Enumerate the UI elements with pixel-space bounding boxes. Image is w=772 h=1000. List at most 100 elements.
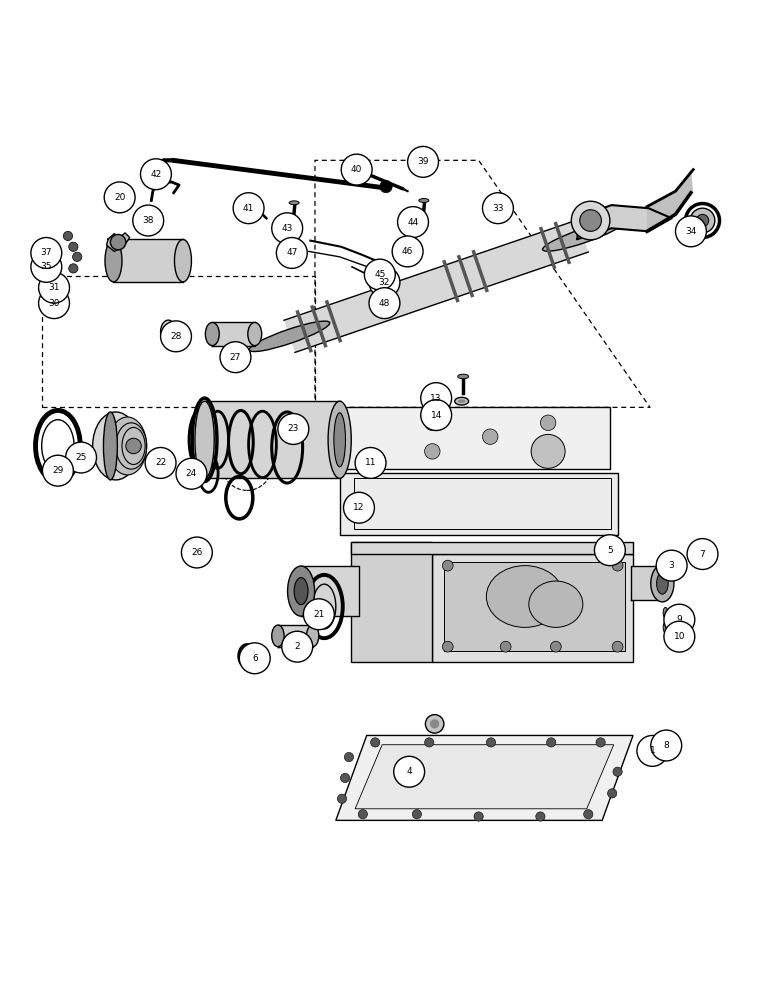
Circle shape bbox=[239, 643, 270, 674]
Circle shape bbox=[380, 180, 392, 193]
Text: 33: 33 bbox=[493, 204, 503, 213]
Circle shape bbox=[612, 641, 623, 652]
Text: 38: 38 bbox=[143, 216, 154, 225]
Ellipse shape bbox=[122, 427, 145, 464]
Circle shape bbox=[340, 773, 350, 783]
Circle shape bbox=[664, 621, 695, 652]
Circle shape bbox=[234, 201, 248, 215]
Circle shape bbox=[425, 738, 434, 747]
Text: 27: 27 bbox=[230, 353, 241, 362]
Ellipse shape bbox=[529, 581, 583, 627]
Circle shape bbox=[303, 599, 334, 630]
Text: 34: 34 bbox=[686, 227, 696, 236]
Text: 40: 40 bbox=[351, 165, 362, 174]
Polygon shape bbox=[351, 542, 432, 662]
Text: 22: 22 bbox=[155, 458, 166, 467]
Ellipse shape bbox=[108, 417, 147, 475]
Ellipse shape bbox=[334, 413, 345, 467]
Text: 11: 11 bbox=[365, 458, 376, 467]
Ellipse shape bbox=[116, 423, 147, 469]
Circle shape bbox=[474, 812, 483, 821]
Circle shape bbox=[358, 810, 367, 819]
Ellipse shape bbox=[161, 320, 176, 343]
Circle shape bbox=[550, 641, 561, 652]
Text: 32: 32 bbox=[379, 278, 390, 287]
Circle shape bbox=[344, 752, 354, 762]
Ellipse shape bbox=[418, 199, 429, 202]
Text: 30: 30 bbox=[49, 299, 59, 308]
Polygon shape bbox=[113, 239, 183, 282]
Circle shape bbox=[176, 458, 207, 489]
Text: 13: 13 bbox=[431, 394, 442, 403]
Circle shape bbox=[337, 794, 347, 803]
Circle shape bbox=[687, 539, 718, 569]
Text: 35: 35 bbox=[41, 262, 52, 271]
Text: 8: 8 bbox=[663, 741, 669, 750]
Circle shape bbox=[69, 242, 78, 251]
Text: 3: 3 bbox=[669, 561, 675, 570]
Circle shape bbox=[425, 415, 440, 431]
Polygon shape bbox=[444, 562, 625, 651]
Text: 2: 2 bbox=[294, 642, 300, 651]
Circle shape bbox=[430, 719, 439, 729]
Circle shape bbox=[371, 738, 380, 747]
Circle shape bbox=[282, 631, 313, 662]
Text: 46: 46 bbox=[402, 247, 413, 256]
Ellipse shape bbox=[272, 625, 284, 647]
Circle shape bbox=[126, 438, 141, 454]
Polygon shape bbox=[278, 625, 313, 647]
Circle shape bbox=[412, 810, 422, 819]
Circle shape bbox=[608, 789, 617, 798]
Text: 37: 37 bbox=[41, 248, 52, 257]
Circle shape bbox=[676, 216, 706, 247]
Circle shape bbox=[482, 429, 498, 444]
Circle shape bbox=[31, 238, 62, 268]
Polygon shape bbox=[205, 401, 340, 478]
Circle shape bbox=[278, 414, 309, 444]
Circle shape bbox=[486, 738, 496, 747]
Text: 4: 4 bbox=[406, 767, 412, 776]
Ellipse shape bbox=[242, 649, 252, 663]
Circle shape bbox=[536, 812, 545, 821]
Circle shape bbox=[540, 444, 556, 459]
Ellipse shape bbox=[249, 321, 330, 352]
Ellipse shape bbox=[663, 622, 668, 633]
Circle shape bbox=[651, 730, 682, 761]
Circle shape bbox=[398, 207, 428, 238]
Text: 9: 9 bbox=[676, 615, 682, 624]
Circle shape bbox=[425, 715, 444, 733]
Ellipse shape bbox=[174, 239, 191, 282]
Polygon shape bbox=[647, 170, 693, 231]
Text: 12: 12 bbox=[354, 503, 364, 512]
Circle shape bbox=[421, 383, 452, 414]
Ellipse shape bbox=[248, 322, 262, 346]
Circle shape bbox=[344, 492, 374, 523]
Text: 41: 41 bbox=[243, 204, 254, 213]
Circle shape bbox=[531, 434, 565, 468]
Ellipse shape bbox=[195, 401, 215, 478]
Circle shape bbox=[408, 146, 438, 177]
Polygon shape bbox=[346, 407, 610, 469]
Ellipse shape bbox=[103, 412, 117, 480]
Polygon shape bbox=[340, 473, 618, 535]
Text: 28: 28 bbox=[171, 332, 181, 341]
Circle shape bbox=[392, 236, 423, 267]
Circle shape bbox=[637, 735, 668, 766]
Circle shape bbox=[233, 193, 264, 224]
Circle shape bbox=[421, 400, 452, 431]
Circle shape bbox=[612, 560, 623, 571]
Circle shape bbox=[425, 444, 440, 459]
Circle shape bbox=[39, 288, 69, 319]
Circle shape bbox=[272, 213, 303, 244]
Circle shape bbox=[540, 415, 556, 431]
Polygon shape bbox=[107, 233, 130, 251]
Ellipse shape bbox=[239, 644, 256, 668]
Circle shape bbox=[482, 193, 513, 224]
Text: 1: 1 bbox=[649, 746, 655, 755]
Text: 26: 26 bbox=[191, 548, 202, 557]
Text: 14: 14 bbox=[431, 411, 442, 420]
Circle shape bbox=[73, 252, 82, 261]
Ellipse shape bbox=[164, 325, 172, 339]
Text: 25: 25 bbox=[76, 453, 86, 462]
Circle shape bbox=[161, 321, 191, 352]
